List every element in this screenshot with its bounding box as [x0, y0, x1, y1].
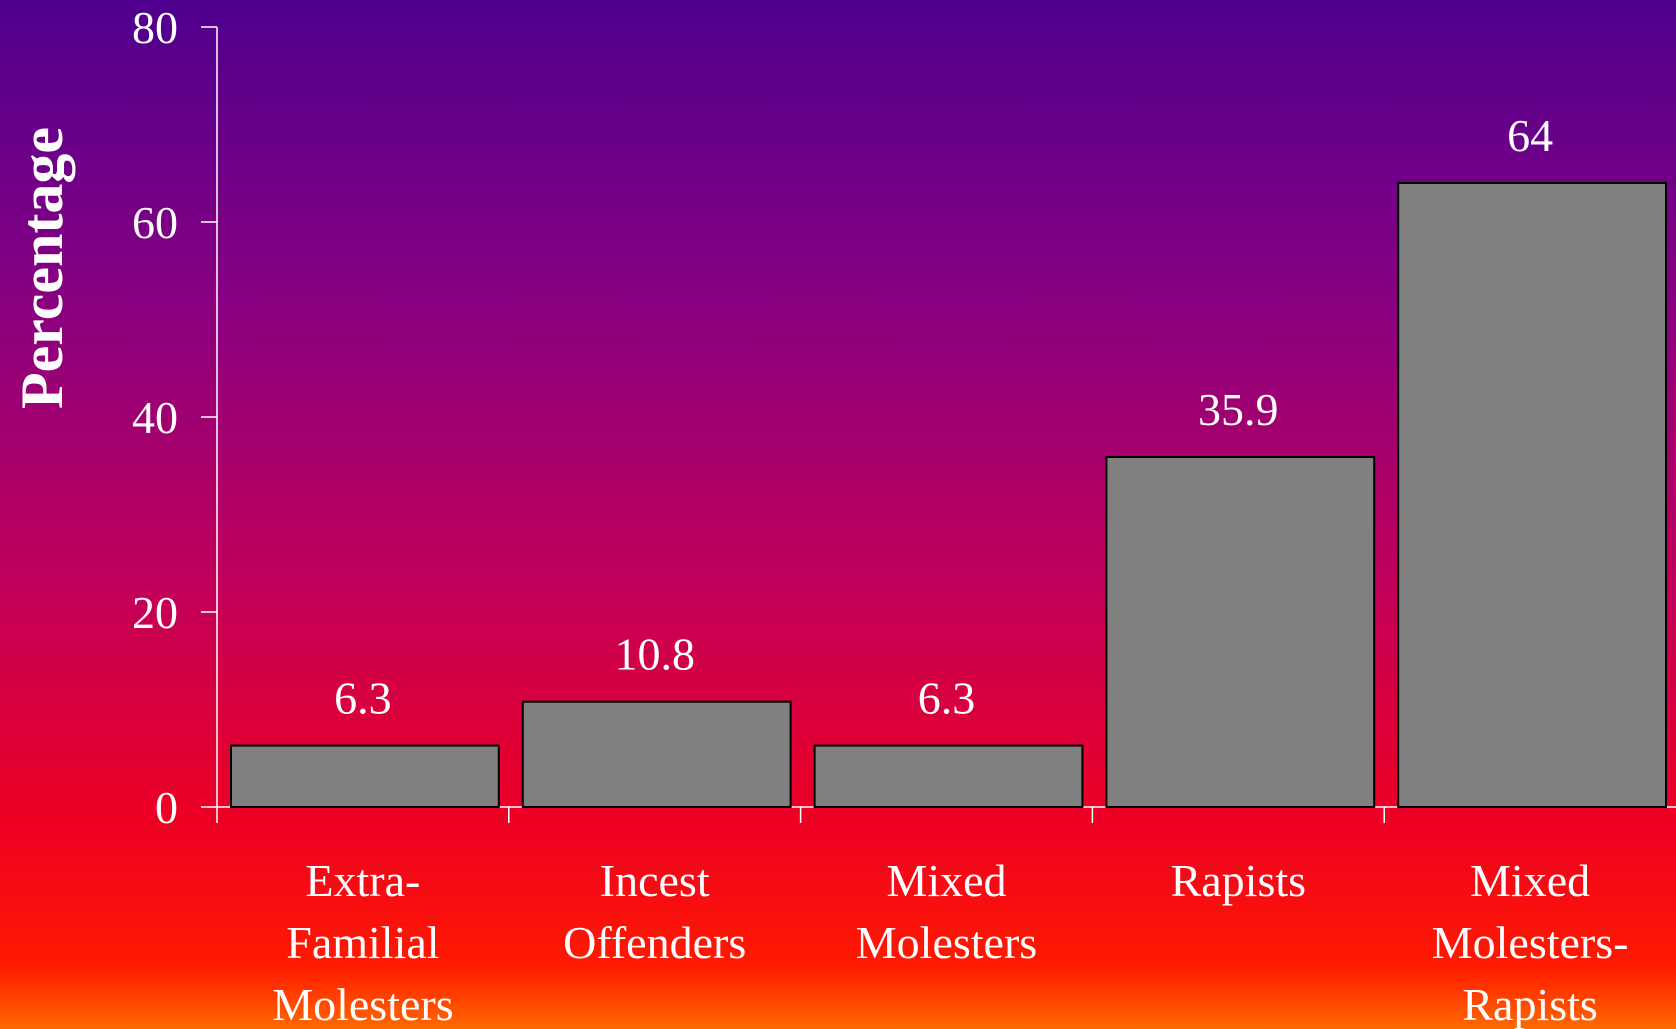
- bars: [230, 182, 1667, 809]
- bar: [521, 700, 792, 809]
- data-labels: 6.3 10.8 6.3 35.9 64: [334, 110, 1553, 724]
- x-axis-labels: Extra- Familial Molesters Incest Offenders Mi…: [272, 855, 1628, 1029]
- data-label: 64: [1507, 110, 1553, 161]
- y-axis-title-group: Percentage: [9, 127, 75, 409]
- y-axis-title: Percentage: [9, 127, 75, 409]
- x-tick-label-line: Molesters: [856, 917, 1037, 968]
- x-tick-label-line: Extra-: [305, 855, 420, 906]
- x-tick-label: Rapists: [1171, 855, 1306, 906]
- y-tick-label: 80: [132, 2, 178, 53]
- x-tick-label: Extra- Familial Molesters: [272, 855, 453, 1029]
- y-tick-label: 0: [155, 782, 178, 833]
- x-tick-label-line: Mixed: [1470, 855, 1590, 906]
- y-tick-label: 20: [132, 587, 178, 638]
- bar: [1397, 182, 1667, 808]
- data-label: 6.3: [334, 673, 392, 724]
- bar: [813, 744, 1084, 809]
- data-label: 6.3: [918, 673, 976, 724]
- x-tick-label-line: Molesters-: [1432, 917, 1629, 968]
- y-tick-label: 60: [132, 197, 178, 248]
- x-tick-label-line: Offenders: [563, 917, 746, 968]
- y-axis-ticks: 0 20 40 60 80: [132, 2, 217, 833]
- x-tick-label-line: Familial: [286, 917, 439, 968]
- data-label: 35.9: [1198, 384, 1279, 435]
- x-tick-label: Mixed Molesters: [856, 855, 1037, 968]
- x-tick-label-line: Rapists: [1171, 855, 1306, 906]
- x-tick-label-line: Mixed: [886, 855, 1006, 906]
- x-tick-label-line: Rapists: [1462, 979, 1597, 1029]
- x-tick-label-line: Incest: [600, 855, 710, 906]
- y-tick-label: 40: [132, 392, 178, 443]
- data-label: 10.8: [614, 629, 695, 680]
- bar: [230, 744, 500, 809]
- x-tick-label: Mixed Molesters- Rapists: [1432, 855, 1629, 1029]
- bar: [1105, 455, 1376, 808]
- x-tick-label: Incest Offenders: [563, 855, 746, 968]
- x-tick-label-line: Molesters: [272, 979, 453, 1029]
